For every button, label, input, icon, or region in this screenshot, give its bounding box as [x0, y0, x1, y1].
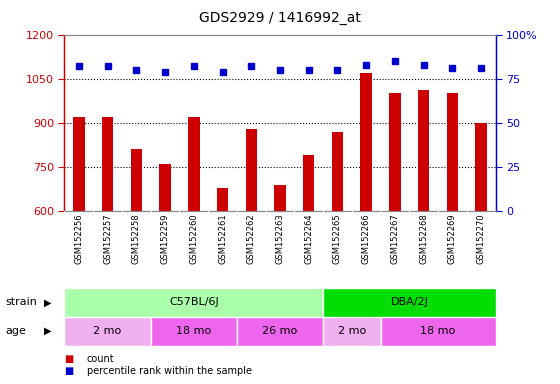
Bar [303, 155, 315, 211]
Bar [159, 164, 171, 211]
Text: GSM152269: GSM152269 [448, 214, 457, 264]
Bar [102, 117, 113, 211]
Text: percentile rank within the sample: percentile rank within the sample [87, 366, 252, 376]
Text: C57BL/6J: C57BL/6J [169, 297, 218, 308]
Bar [188, 117, 199, 211]
Bar [217, 188, 228, 211]
Text: GSM152267: GSM152267 [390, 214, 399, 264]
Bar [151, 317, 237, 346]
Text: GSM152259: GSM152259 [161, 214, 170, 264]
Text: ▶: ▶ [44, 326, 52, 336]
Bar [361, 73, 372, 211]
Text: strain: strain [6, 297, 38, 308]
Bar [418, 91, 430, 211]
Text: DBA/2J: DBA/2J [390, 297, 428, 308]
Bar [389, 93, 401, 211]
Bar [245, 129, 257, 211]
Bar [64, 317, 151, 346]
Text: GSM152260: GSM152260 [189, 214, 198, 264]
Text: GSM152256: GSM152256 [74, 214, 83, 264]
Bar [447, 93, 458, 211]
Text: ■: ■ [64, 354, 74, 364]
Bar [381, 317, 496, 346]
Text: GSM152264: GSM152264 [304, 214, 313, 264]
Text: 26 mo: 26 mo [263, 326, 297, 336]
Text: age: age [6, 326, 26, 336]
Bar [130, 149, 142, 211]
Text: 2 mo: 2 mo [94, 326, 122, 336]
Text: GSM152261: GSM152261 [218, 214, 227, 264]
Text: GSM152263: GSM152263 [276, 214, 284, 264]
Bar [64, 288, 323, 317]
Text: count: count [87, 354, 114, 364]
Bar [274, 185, 286, 211]
Text: 18 mo: 18 mo [176, 326, 211, 336]
Text: GSM152268: GSM152268 [419, 214, 428, 264]
Text: ▶: ▶ [44, 297, 52, 308]
Text: GDS2929 / 1416992_at: GDS2929 / 1416992_at [199, 11, 361, 25]
Text: GSM152265: GSM152265 [333, 214, 342, 264]
Bar [323, 317, 381, 346]
Bar [475, 123, 487, 211]
Bar [332, 132, 343, 211]
Text: 18 mo: 18 mo [421, 326, 456, 336]
Text: GSM152258: GSM152258 [132, 214, 141, 264]
Text: GSM152266: GSM152266 [362, 214, 371, 264]
Bar [73, 117, 85, 211]
Bar [237, 317, 323, 346]
Text: GSM152270: GSM152270 [477, 214, 486, 264]
Text: ■: ■ [64, 366, 74, 376]
Text: 2 mo: 2 mo [338, 326, 366, 336]
Text: GSM152262: GSM152262 [247, 214, 256, 264]
Text: GSM152257: GSM152257 [103, 214, 112, 264]
Bar [323, 288, 496, 317]
